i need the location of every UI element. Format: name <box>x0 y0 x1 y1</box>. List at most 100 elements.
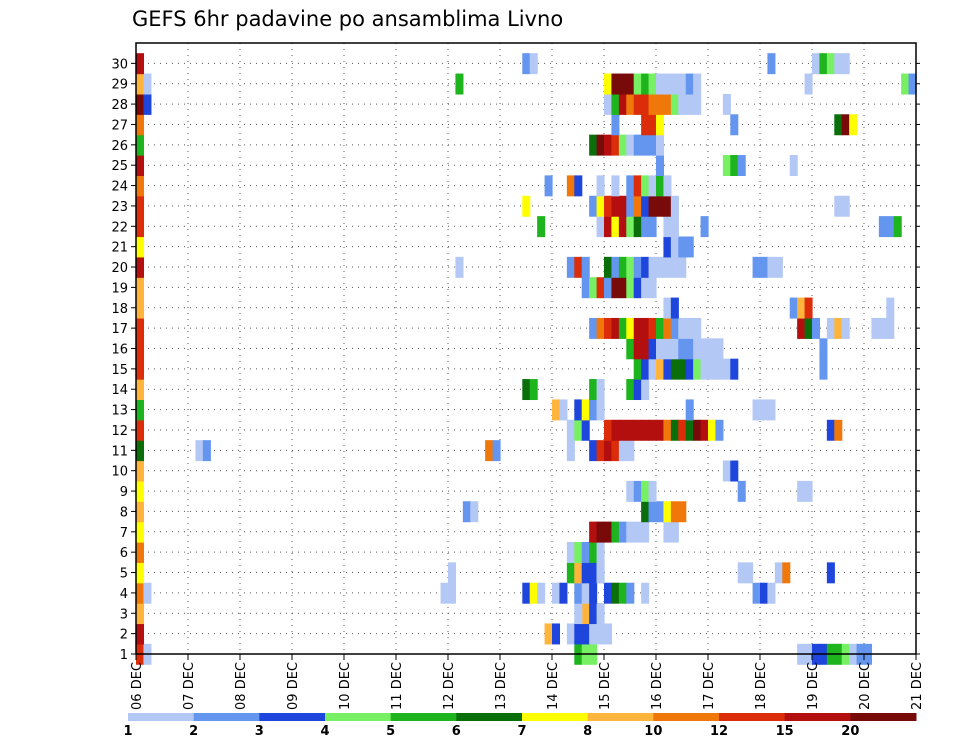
heatmap-cell <box>566 419 575 441</box>
heatmap-cell <box>611 114 620 136</box>
heatmap-cell <box>641 480 650 502</box>
heatmap-cell <box>774 562 783 584</box>
y-tick-label: 8 <box>120 505 128 520</box>
y-tick-label: 20 <box>111 261 128 276</box>
heatmap-cell <box>633 256 642 278</box>
heatmap-cell <box>136 623 145 645</box>
heatmap-cell <box>641 114 650 136</box>
heatmap-cell <box>136 114 145 136</box>
heatmap-cell <box>663 297 672 319</box>
heatmap-cell <box>767 53 776 75</box>
heatmap-cell <box>618 277 627 299</box>
heatmap-cell <box>804 73 813 95</box>
heatmap-cell <box>566 541 575 563</box>
heatmap-cell <box>908 73 917 95</box>
heatmap-cell <box>604 521 613 543</box>
heatmap-cell <box>552 623 561 645</box>
heatmap-cell <box>804 297 813 319</box>
heatmap-cell <box>678 73 687 95</box>
heatmap-cell <box>693 73 702 95</box>
heatmap-cell <box>611 419 620 441</box>
heatmap-cell <box>774 256 783 278</box>
heatmap-cell <box>670 93 679 115</box>
heatmap-cell <box>626 440 635 462</box>
heatmap-cell <box>136 93 145 115</box>
heatmap-cell <box>626 195 635 217</box>
heatmap-cell <box>552 582 561 604</box>
heatmap-cell <box>641 73 650 95</box>
heatmap-cell <box>596 541 605 563</box>
heatmap-cell <box>604 216 613 238</box>
colorbar-label: 10 <box>644 724 662 739</box>
heatmap-cell <box>596 521 605 543</box>
heatmap-cell <box>871 317 880 339</box>
x-tick-label: 17 DEC <box>702 662 717 710</box>
heatmap-cell <box>826 419 835 441</box>
heatmap-cell <box>529 582 538 604</box>
heatmap-cell <box>626 379 635 401</box>
heatmap-cell <box>581 277 590 299</box>
x-tick-label: 18 DEC <box>754 662 769 710</box>
y-tick-label: 2 <box>120 628 128 643</box>
heatmap-cell <box>618 582 627 604</box>
heatmap-cell <box>663 419 672 441</box>
y-tick-label: 18 <box>111 302 128 317</box>
heatmap-cell <box>641 582 650 604</box>
heatmap-cell <box>626 93 635 115</box>
heatmap-cell <box>574 541 583 563</box>
heatmap-cell <box>136 399 145 421</box>
x-tick-label: 08 DEC <box>234 662 249 710</box>
heatmap-cell <box>693 419 702 441</box>
heatmap-cell <box>596 623 605 645</box>
heatmap-cell <box>589 440 598 462</box>
x-tick-label: 11 DEC <box>390 662 405 710</box>
heatmap-cell <box>700 419 709 441</box>
y-tick-label: 3 <box>120 607 128 622</box>
heatmap-cell <box>626 134 635 156</box>
heatmap-cell <box>136 338 145 360</box>
heatmap-cell <box>767 399 776 421</box>
heatmap-cell <box>663 501 672 523</box>
y-tick-label: 12 <box>111 424 128 439</box>
heatmap-cell <box>670 358 679 380</box>
heatmap-cell <box>618 195 627 217</box>
heatmap-cell <box>136 358 145 380</box>
heatmap-cell <box>522 582 531 604</box>
heatmap-cell <box>136 317 145 339</box>
heatmap-cell <box>589 623 598 645</box>
heatmap-cell <box>834 195 843 217</box>
y-tick-label: 11 <box>111 444 128 459</box>
heatmap-cell <box>663 93 672 115</box>
heatmap-cell <box>730 460 739 482</box>
heatmap-cell <box>596 562 605 584</box>
x-tick-label: 19 DEC <box>806 662 821 710</box>
y-tick-label: 16 <box>111 343 128 358</box>
heatmap-cell <box>648 134 657 156</box>
heatmap-cell <box>626 256 635 278</box>
heatmap-cell <box>656 317 665 339</box>
heatmap-cell <box>685 236 694 258</box>
y-tick-label: 26 <box>111 139 128 154</box>
heatmap-cell <box>611 440 620 462</box>
heatmap-cell <box>611 582 620 604</box>
heatmap-cell <box>611 317 620 339</box>
heatmap-cell <box>819 53 828 75</box>
heatmap-cell <box>581 582 590 604</box>
heatmap-cell <box>670 419 679 441</box>
x-tick-label: 15 DEC <box>598 662 613 710</box>
heatmap-cell <box>648 175 657 197</box>
heatmap-cell <box>462 501 471 523</box>
colorbar-label: 4 <box>320 724 329 739</box>
heatmap-cell <box>626 480 635 502</box>
heatmap-cell <box>136 582 145 604</box>
heatmap-cell <box>663 317 672 339</box>
heatmap-cell <box>886 317 895 339</box>
heatmap-cell <box>522 53 531 75</box>
heatmap-cell <box>708 338 717 360</box>
y-tick-label: 27 <box>111 118 128 133</box>
heatmap-cell <box>685 399 694 421</box>
heatmap-cell <box>626 521 635 543</box>
heatmap-cell <box>648 93 657 115</box>
colorbar-label: 1 <box>123 724 132 739</box>
colorbar-swatch <box>653 713 720 721</box>
